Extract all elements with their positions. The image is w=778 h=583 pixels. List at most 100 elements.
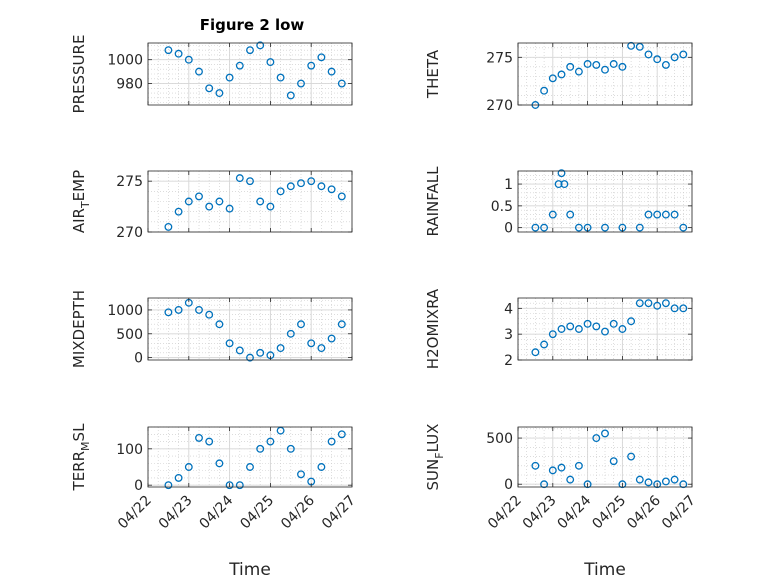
y-tick-label: 0 [134,351,143,367]
data-point [548,466,557,475]
data-point [337,192,346,201]
data-point [609,319,618,328]
axes-box [517,297,693,361]
data-point [554,180,563,189]
x-tick-label: 04/24 [197,492,237,532]
y-tick-label: 500 [116,327,143,343]
x-axis-label: Time [228,560,271,580]
data-point [174,305,183,314]
data-point [297,320,305,329]
figure-title: Figure 2 low [200,16,305,34]
data-point [297,179,305,188]
data-point [574,67,583,76]
data-point [635,475,644,484]
y-tick-label: 4 [504,301,513,317]
data-point [531,348,540,357]
data-point [635,223,644,232]
y-tick-label: 270 [116,225,143,241]
data-point [256,197,265,206]
data-point [627,41,636,50]
data-point [531,461,540,470]
y-axis-label: TERRMSL [70,423,92,492]
data-point [609,60,618,68]
y-axis-label-main: H2OMIXRA [424,288,442,369]
y-axis-label-main: MIXDEPTH [70,290,88,368]
data-point [670,53,679,62]
data-point [548,74,557,83]
data-point [540,223,549,232]
y-axis-label-main: TERR [70,451,88,492]
y-tick-label: 275 [116,174,143,190]
y-axis-label-subscript: M [79,441,92,451]
data-point [574,325,583,333]
data-point [661,60,670,69]
y-axis-label-main: THETA [424,49,442,99]
x-tick-label: 04/27 [319,493,359,533]
data-point [679,50,688,59]
y-tick-label: 100 [116,442,143,458]
data-point [337,320,346,329]
data-point [195,433,203,442]
y-tick-label: 275 [486,50,513,66]
data-point [627,317,636,326]
data-point [327,437,336,446]
y-axis-label-main: PRESSURE [70,35,88,114]
x-tick-label: 04/23 [520,493,560,533]
data-point [601,65,609,74]
data-point [670,210,679,219]
y-tick-label: 980 [116,77,143,93]
axes-box [517,170,693,233]
y-tick-label: 3 [504,327,513,343]
data-point [266,202,275,211]
data-point [317,463,326,471]
data-point [235,481,244,490]
data-point [317,53,326,62]
data-point [286,329,295,338]
data-point [205,84,214,93]
axes-box [147,297,353,361]
data-point [184,463,193,471]
y-axis-label: THETA [424,49,442,99]
y-tick-label: 1000 [107,53,143,69]
data-point [184,197,193,206]
data-point [635,299,644,308]
data-point [653,301,662,310]
data-point [205,202,214,211]
y-tick-label: 270 [486,98,513,114]
data-point [337,79,346,88]
data-point [566,62,575,71]
data-point [661,299,670,308]
data-point [592,322,601,331]
data-point [609,457,618,466]
data-point [266,437,275,446]
data-point [235,346,244,355]
x-tick-label: 04/22 [485,493,525,533]
data-point [205,310,214,319]
axes-box [517,426,693,488]
x-axis-label: Time [583,560,626,580]
data-point [557,325,566,333]
data-point [215,89,224,98]
data-point [337,430,346,439]
data-point [215,197,224,206]
y-tick-label: 0.5 [491,199,513,215]
y-tick-label: 1 [504,177,513,193]
data-point [327,185,336,194]
data-point [195,192,203,201]
y-tick-label: 2 [504,353,513,369]
y-tick-label: 0 [504,221,513,237]
data-point [592,434,601,443]
y-axis-label-main: AIR [70,208,88,233]
data-point [618,480,627,489]
data-point [548,330,557,339]
data-point [557,463,566,472]
x-tick-label: 04/25 [589,493,629,533]
data-point [215,320,224,329]
axes-box [517,42,693,106]
data-point [327,67,336,76]
data-point [618,325,627,333]
data-point [276,344,285,353]
x-tick-label: 04/25 [237,493,277,533]
